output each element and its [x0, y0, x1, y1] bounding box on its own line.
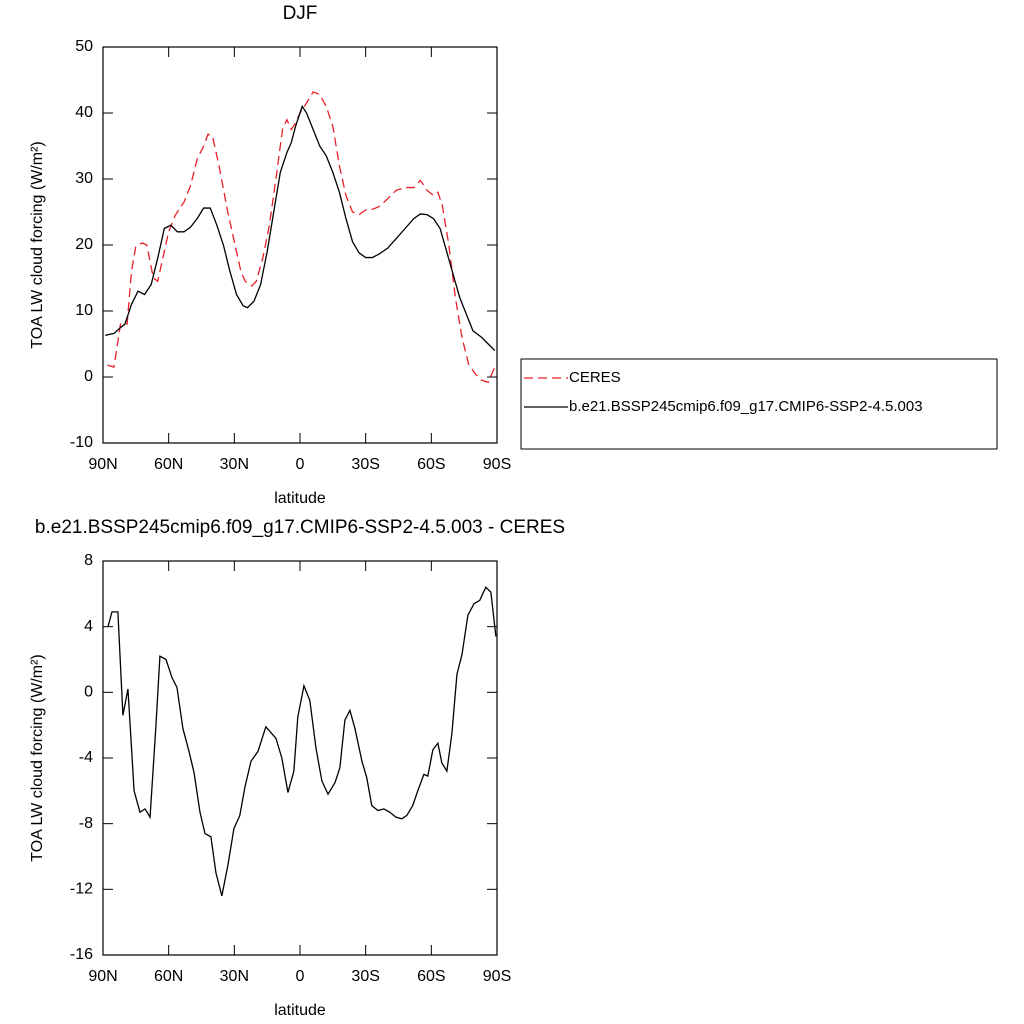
data-line [105, 104, 496, 352]
y-tick-label: 30 [75, 170, 93, 187]
y-tick-label: 0 [84, 684, 93, 701]
chart-title: b.e21.BSSP245cmip6.f09_g17.CMIP6-SSP2-4.… [35, 517, 565, 538]
x-tick-label: 60N [154, 456, 183, 473]
x-tick-label: 30N [220, 456, 249, 473]
x-tick-label: 30S [351, 968, 379, 985]
y-tick-label: -4 [79, 749, 93, 766]
x-axis-label: latitude [274, 490, 326, 507]
x-tick-label: 0 [296, 456, 305, 473]
y-tick-label: 40 [75, 104, 93, 121]
x-tick-label: 60N [154, 968, 183, 985]
x-tick-label: 90S [483, 968, 511, 985]
y-tick-label: 20 [75, 236, 93, 253]
data-line [107, 586, 497, 897]
y-tick-label: -12 [70, 881, 93, 898]
x-tick-label: 60S [417, 968, 445, 985]
x-tick-label: 0 [296, 968, 305, 985]
legend-box [520, 358, 998, 450]
y-axis-label: TOA LW cloud forcing (W/m²) [29, 141, 46, 348]
y-tick-label: 0 [84, 368, 93, 385]
x-tick-label: 60S [417, 456, 445, 473]
x-tick-label: 90N [88, 968, 117, 985]
y-tick-label: -8 [79, 815, 93, 832]
y-tick-label: 10 [75, 302, 93, 319]
y-tick-label: 8 [84, 552, 93, 569]
legend-label: b.e21.BSSP245cmip6.f09_g17.CMIP6-SSP2-4.… [569, 398, 923, 415]
x-tick-label: 30N [220, 968, 249, 985]
x-axis-label: latitude [274, 1002, 326, 1019]
x-tick-label: 30S [351, 456, 379, 473]
legend-label: CERES [569, 369, 621, 386]
data-line [107, 91, 496, 384]
plot-frame [102, 46, 498, 444]
y-tick-label: -16 [70, 946, 93, 963]
x-tick-label: 90S [483, 456, 511, 473]
chart-title: DJF [283, 3, 318, 24]
x-tick-label: 90N [88, 456, 117, 473]
y-tick-label: -10 [70, 434, 93, 451]
y-tick-label: 4 [84, 618, 93, 635]
plot-frame [102, 560, 498, 956]
y-axis-label: TOA LW cloud forcing (W/m²) [29, 654, 46, 861]
y-tick-label: 50 [75, 38, 93, 55]
